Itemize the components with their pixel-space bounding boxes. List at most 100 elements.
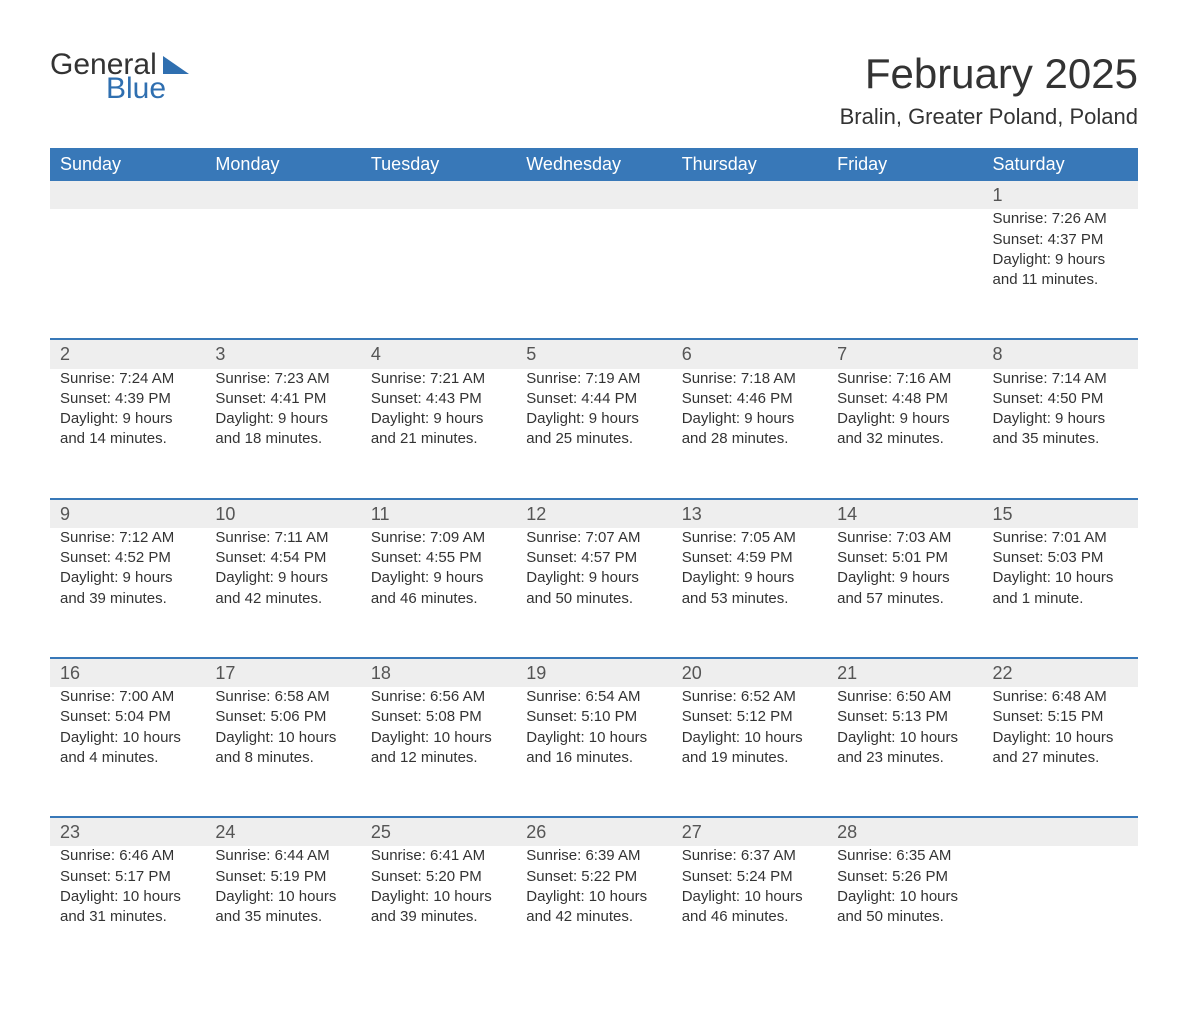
day-number-cell: 5 xyxy=(516,339,671,368)
day-cell: Sunrise: 6:52 AMSunset: 5:12 PMDaylight:… xyxy=(672,687,827,817)
day-cell xyxy=(827,209,982,339)
day-cell: Sunrise: 7:14 AMSunset: 4:50 PMDaylight:… xyxy=(983,369,1138,499)
day-number-cell: 3 xyxy=(205,339,360,368)
day-number-cell: 15 xyxy=(983,499,1138,528)
day-details: Sunrise: 6:41 AMSunset: 5:20 PMDaylight:… xyxy=(371,846,506,927)
daynum-row: 16171819202122 xyxy=(50,658,1138,687)
day-cell: Sunrise: 7:18 AMSunset: 4:46 PMDaylight:… xyxy=(672,369,827,499)
day-details: Sunrise: 7:00 AMSunset: 5:04 PMDaylight:… xyxy=(60,687,195,768)
day-cell: Sunrise: 7:01 AMSunset: 5:03 PMDaylight:… xyxy=(983,528,1138,658)
weekday-header: Friday xyxy=(827,148,982,181)
day-cell: Sunrise: 6:37 AMSunset: 5:24 PMDaylight:… xyxy=(672,846,827,976)
day-cell: Sunrise: 6:54 AMSunset: 5:10 PMDaylight:… xyxy=(516,687,671,817)
day-number-cell xyxy=(827,181,982,209)
day-number-cell: 27 xyxy=(672,817,827,846)
day-details: Sunrise: 7:16 AMSunset: 4:48 PMDaylight:… xyxy=(837,369,972,450)
day-details: Sunrise: 6:37 AMSunset: 5:24 PMDaylight:… xyxy=(682,846,817,927)
weekday-header-row: SundayMondayTuesdayWednesdayThursdayFrid… xyxy=(50,148,1138,181)
day-number-cell: 22 xyxy=(983,658,1138,687)
day-number-cell: 11 xyxy=(361,499,516,528)
weekday-header: Monday xyxy=(205,148,360,181)
day-cell: Sunrise: 7:07 AMSunset: 4:57 PMDaylight:… xyxy=(516,528,671,658)
day-cell: Sunrise: 7:24 AMSunset: 4:39 PMDaylight:… xyxy=(50,369,205,499)
day-cell: Sunrise: 7:11 AMSunset: 4:54 PMDaylight:… xyxy=(205,528,360,658)
day-number-cell: 20 xyxy=(672,658,827,687)
day-number-cell: 10 xyxy=(205,499,360,528)
day-number-cell xyxy=(672,181,827,209)
day-number-cell: 6 xyxy=(672,339,827,368)
weekday-header: Sunday xyxy=(50,148,205,181)
day-content-row: Sunrise: 7:12 AMSunset: 4:52 PMDaylight:… xyxy=(50,528,1138,658)
day-details: Sunrise: 6:58 AMSunset: 5:06 PMDaylight:… xyxy=(215,687,350,768)
day-content-row: Sunrise: 7:00 AMSunset: 5:04 PMDaylight:… xyxy=(50,687,1138,817)
day-details: Sunrise: 6:46 AMSunset: 5:17 PMDaylight:… xyxy=(60,846,195,927)
day-number-cell: 28 xyxy=(827,817,982,846)
day-details: Sunrise: 6:44 AMSunset: 5:19 PMDaylight:… xyxy=(215,846,350,927)
day-cell: Sunrise: 6:44 AMSunset: 5:19 PMDaylight:… xyxy=(205,846,360,976)
day-cell xyxy=(983,846,1138,976)
day-details: Sunrise: 6:39 AMSunset: 5:22 PMDaylight:… xyxy=(526,846,661,927)
day-details: Sunrise: 7:14 AMSunset: 4:50 PMDaylight:… xyxy=(993,369,1128,450)
daynum-row: 232425262728 xyxy=(50,817,1138,846)
day-cell: Sunrise: 7:09 AMSunset: 4:55 PMDaylight:… xyxy=(361,528,516,658)
day-number-cell: 26 xyxy=(516,817,671,846)
day-details: Sunrise: 6:56 AMSunset: 5:08 PMDaylight:… xyxy=(371,687,506,768)
day-details: Sunrise: 6:50 AMSunset: 5:13 PMDaylight:… xyxy=(837,687,972,768)
day-number-cell: 23 xyxy=(50,817,205,846)
daynum-row: 1 xyxy=(50,181,1138,209)
day-number-cell xyxy=(50,181,205,209)
daynum-row: 9101112131415 xyxy=(50,499,1138,528)
day-details: Sunrise: 7:07 AMSunset: 4:57 PMDaylight:… xyxy=(526,528,661,609)
day-number-cell xyxy=(205,181,360,209)
day-number-cell: 9 xyxy=(50,499,205,528)
day-number-cell: 24 xyxy=(205,817,360,846)
calendar-table: SundayMondayTuesdayWednesdayThursdayFrid… xyxy=(50,148,1138,976)
day-cell xyxy=(361,209,516,339)
day-details: Sunrise: 7:11 AMSunset: 4:54 PMDaylight:… xyxy=(215,528,350,609)
day-details: Sunrise: 7:23 AMSunset: 4:41 PMDaylight:… xyxy=(215,369,350,450)
day-number-cell: 8 xyxy=(983,339,1138,368)
day-details: Sunrise: 7:21 AMSunset: 4:43 PMDaylight:… xyxy=(371,369,506,450)
month-title: February 2025 xyxy=(840,50,1138,98)
day-cell: Sunrise: 6:56 AMSunset: 5:08 PMDaylight:… xyxy=(361,687,516,817)
day-cell: Sunrise: 6:50 AMSunset: 5:13 PMDaylight:… xyxy=(827,687,982,817)
day-number-cell: 25 xyxy=(361,817,516,846)
logo-blue-text: Blue xyxy=(106,74,189,104)
day-number-cell: 12 xyxy=(516,499,671,528)
day-cell xyxy=(672,209,827,339)
day-cell: Sunrise: 6:35 AMSunset: 5:26 PMDaylight:… xyxy=(827,846,982,976)
day-number-cell: 18 xyxy=(361,658,516,687)
daynum-row: 2345678 xyxy=(50,339,1138,368)
day-number-cell: 19 xyxy=(516,658,671,687)
day-details: Sunrise: 7:18 AMSunset: 4:46 PMDaylight:… xyxy=(682,369,817,450)
day-details: Sunrise: 7:26 AMSunset: 4:37 PMDaylight:… xyxy=(993,209,1128,290)
day-cell: Sunrise: 6:41 AMSunset: 5:20 PMDaylight:… xyxy=(361,846,516,976)
day-content-row: Sunrise: 6:46 AMSunset: 5:17 PMDaylight:… xyxy=(50,846,1138,976)
day-content-row: Sunrise: 7:24 AMSunset: 4:39 PMDaylight:… xyxy=(50,369,1138,499)
day-details: Sunrise: 6:52 AMSunset: 5:12 PMDaylight:… xyxy=(682,687,817,768)
weekday-header: Wednesday xyxy=(516,148,671,181)
location-text: Bralin, Greater Poland, Poland xyxy=(840,104,1138,130)
day-details: Sunrise: 7:01 AMSunset: 5:03 PMDaylight:… xyxy=(993,528,1128,609)
header: General Blue February 2025 Bralin, Great… xyxy=(50,50,1138,130)
title-block: February 2025 Bralin, Greater Poland, Po… xyxy=(840,50,1138,130)
day-number-cell: 4 xyxy=(361,339,516,368)
day-details: Sunrise: 6:48 AMSunset: 5:15 PMDaylight:… xyxy=(993,687,1128,768)
day-cell: Sunrise: 7:19 AMSunset: 4:44 PMDaylight:… xyxy=(516,369,671,499)
day-number-cell: 14 xyxy=(827,499,982,528)
day-number-cell: 1 xyxy=(983,181,1138,209)
day-number-cell xyxy=(516,181,671,209)
weekday-header: Saturday xyxy=(983,148,1138,181)
day-details: Sunrise: 7:24 AMSunset: 4:39 PMDaylight:… xyxy=(60,369,195,450)
day-number-cell: 17 xyxy=(205,658,360,687)
day-details: Sunrise: 7:19 AMSunset: 4:44 PMDaylight:… xyxy=(526,369,661,450)
day-details: Sunrise: 7:05 AMSunset: 4:59 PMDaylight:… xyxy=(682,528,817,609)
day-number-cell: 16 xyxy=(50,658,205,687)
day-details: Sunrise: 7:12 AMSunset: 4:52 PMDaylight:… xyxy=(60,528,195,609)
logo-sail-icon xyxy=(163,56,189,74)
day-number-cell xyxy=(983,817,1138,846)
day-cell: Sunrise: 7:16 AMSunset: 4:48 PMDaylight:… xyxy=(827,369,982,499)
day-number-cell: 7 xyxy=(827,339,982,368)
day-details: Sunrise: 7:03 AMSunset: 5:01 PMDaylight:… xyxy=(837,528,972,609)
day-cell: Sunrise: 6:46 AMSunset: 5:17 PMDaylight:… xyxy=(50,846,205,976)
